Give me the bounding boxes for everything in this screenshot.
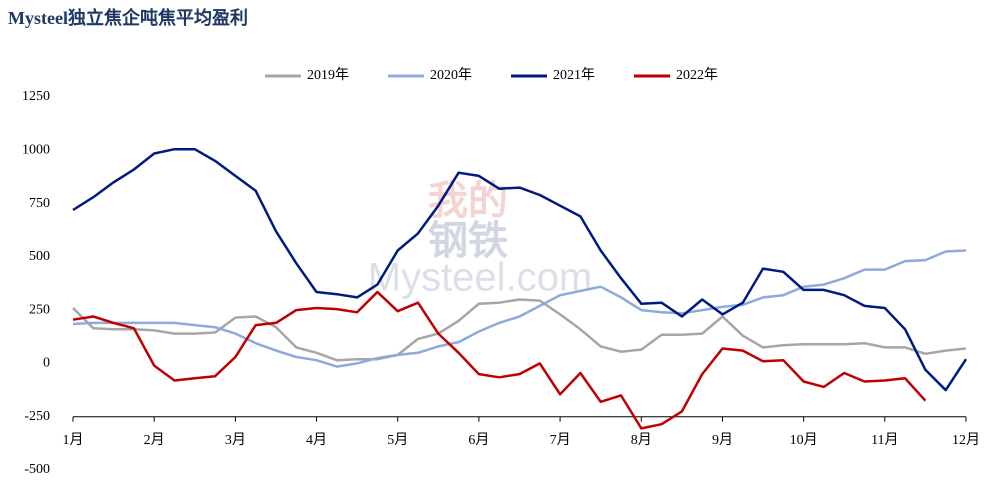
legend-item: 2022年 [634, 67, 718, 83]
series-line [72, 249, 967, 368]
x-tick-label: 7月 [550, 432, 571, 448]
y-tick-label: 0 [43, 356, 50, 371]
x-tick-label: 11月 [871, 432, 898, 448]
series-line [72, 298, 967, 362]
legend-label: 2020年 [430, 67, 472, 83]
x-tick-label: 3月 [225, 432, 246, 448]
x-tick-label: 8月 [631, 432, 652, 448]
y-tick-label: 1000 [22, 143, 50, 158]
y-tick-label: 1250 [22, 89, 50, 104]
x-tick-label: 9月 [712, 432, 733, 448]
series-line [72, 290, 927, 430]
x-tick-label: 2月 [144, 432, 165, 448]
y-tick-label: -250 [24, 409, 50, 424]
watermark: Mysteel.com [368, 256, 593, 300]
y-tick-label: 750 [29, 196, 50, 211]
legend-item: 2021年 [511, 67, 595, 83]
y-tick-label: -500 [24, 462, 50, 477]
legend-item: 2019年 [265, 67, 349, 83]
legend-item: 2020年 [388, 67, 472, 83]
legend-label: 2021年 [553, 67, 595, 83]
x-tick-label: 4月 [306, 432, 327, 448]
x-tick-label: 1月 [63, 432, 84, 448]
watermark: 钢铁 [428, 218, 508, 263]
legend-label: 2019年 [307, 67, 349, 83]
x-tick-label: 5月 [387, 432, 408, 448]
x-tick-label: 12月 [952, 432, 980, 448]
legend-label: 2022年 [676, 67, 718, 83]
x-tick-label: 6月 [468, 432, 489, 448]
x-tick-label: 10月 [790, 432, 818, 448]
y-tick-label: 500 [29, 249, 50, 264]
series-line [72, 147, 968, 392]
chart-title: Mysteel独立焦企吨焦平均盈利 [8, 7, 248, 28]
y-tick-label: 250 [29, 302, 50, 317]
